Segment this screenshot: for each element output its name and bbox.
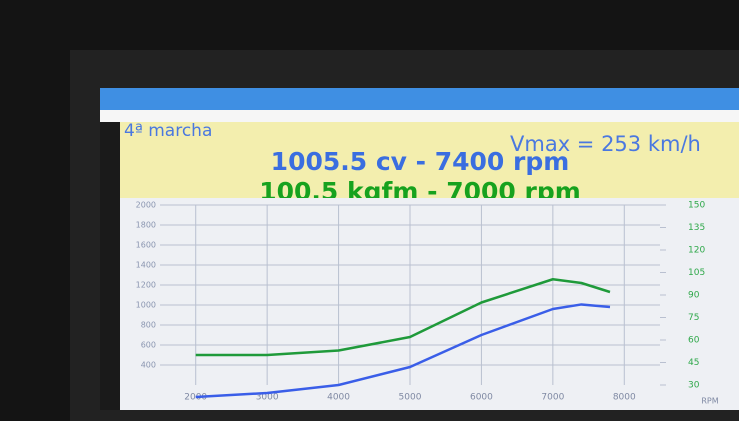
x-tick-label: 3000 xyxy=(256,393,279,403)
vmax-label: Vmax = 253 km/h xyxy=(510,132,701,156)
left-edge xyxy=(100,122,120,410)
series-line xyxy=(195,303,611,399)
y-tick-label: 1600 xyxy=(136,241,156,250)
y2-tick-label: 45 xyxy=(688,358,699,368)
gear-label: 4ª marcha xyxy=(124,121,212,141)
y2-tick-label: 60 xyxy=(688,336,700,346)
y-tick-label: 600 xyxy=(141,341,156,350)
info-band xyxy=(120,122,739,198)
header-strip xyxy=(100,110,739,122)
y-tick-label: 800 xyxy=(141,321,156,330)
x-tick-label: 7000 xyxy=(541,393,564,403)
y2-tick-label: 135 xyxy=(688,223,705,233)
top-bar xyxy=(100,88,739,110)
title: 1005.5 cv - 7400 rpm xyxy=(271,147,570,176)
y2-tick-label: 75 xyxy=(688,313,699,323)
y2-tick-label: 150 xyxy=(688,201,705,211)
y-tick-label: 1000 xyxy=(136,301,156,310)
y2-tick-label: 30 xyxy=(688,381,700,391)
x-axis-label: RPM xyxy=(701,397,718,406)
x-tick-label: 8000 xyxy=(613,393,636,403)
x-tick-label: 4000 xyxy=(327,393,350,403)
y2-tick-label: 105 xyxy=(688,268,705,278)
series-line xyxy=(195,278,611,357)
y2-tick-label: 90 xyxy=(688,291,700,301)
y-tick-label: 1200 xyxy=(136,281,156,290)
y-tick-label: 1400 xyxy=(136,261,156,270)
plot-bg xyxy=(120,198,739,410)
screen: 4ª marcha Vmax = 253 km/h 1005.5 cv - 74… xyxy=(100,88,739,410)
y-tick-label: 1800 xyxy=(136,221,156,230)
y-tick-label: 400 xyxy=(141,361,156,370)
x-tick-label: 5000 xyxy=(399,393,422,403)
y2-tick-label: 120 xyxy=(688,246,705,256)
x-tick-label: 6000 xyxy=(470,393,493,403)
y-tick-label: 2000 xyxy=(136,201,156,210)
